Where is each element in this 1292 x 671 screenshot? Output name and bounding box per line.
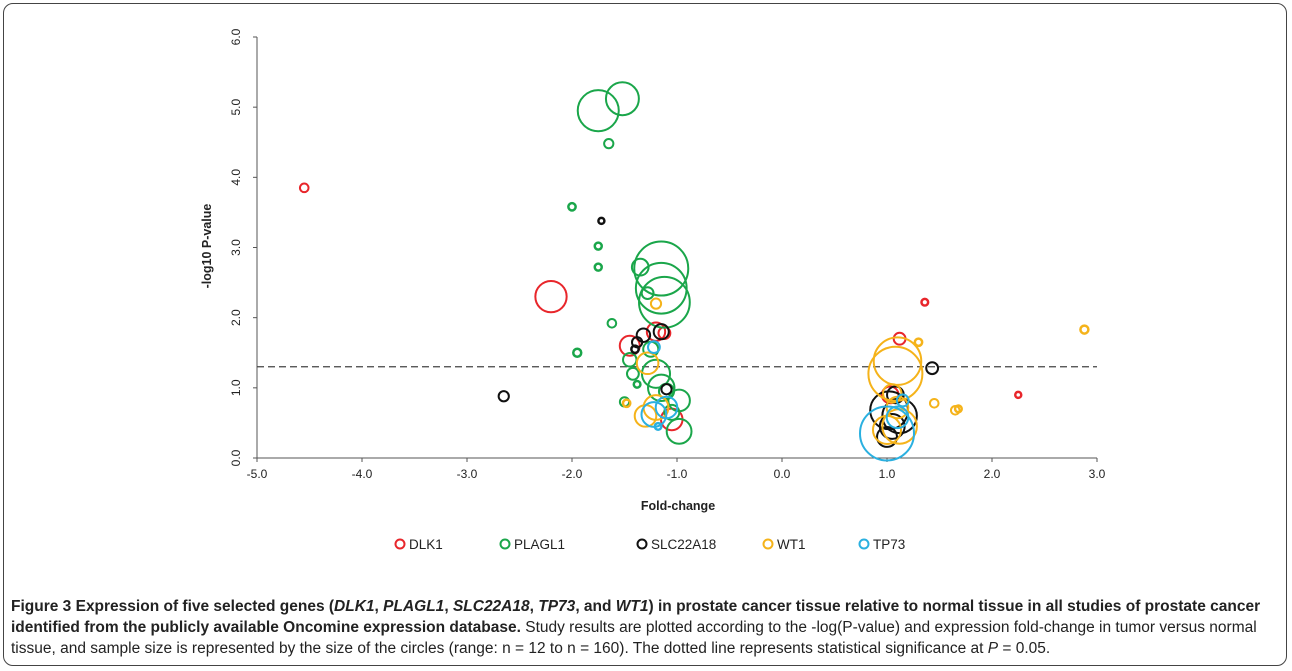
data-point <box>667 388 691 413</box>
data-point <box>642 340 660 358</box>
x-tick-label: -4.0 <box>352 467 373 481</box>
series-plagl1 <box>567 81 693 445</box>
data-point <box>882 383 903 404</box>
caption-title-part: , <box>444 598 453 615</box>
data-point <box>630 344 640 355</box>
legend-marker <box>636 538 648 550</box>
caption-gene: SLC22A18 <box>452 598 530 615</box>
y-axis-label: -log10 P-value <box>200 204 214 289</box>
data-point <box>649 297 663 310</box>
series-wt1 <box>621 297 1090 445</box>
legend-label: WT1 <box>777 537 806 552</box>
data-point <box>895 393 910 408</box>
data-point <box>653 421 663 431</box>
data-point <box>859 405 915 462</box>
series-slc22a18 <box>497 216 940 448</box>
data-point <box>640 358 672 389</box>
x-tick-label: -1.0 <box>667 467 688 481</box>
data-point <box>885 405 910 430</box>
caption-title-part: Expression of five selected genes ( <box>71 598 335 615</box>
caption-title-part: , <box>374 598 384 615</box>
figure-caption: Figure 3 Expression of five selected gen… <box>11 596 1283 659</box>
data-point <box>646 340 661 355</box>
caption-title-part: , <box>529 598 539 615</box>
caption-gene: WT1 <box>615 598 649 615</box>
data-point <box>633 240 690 297</box>
data-point <box>867 345 924 402</box>
legend-marker <box>858 538 870 550</box>
x-tick-label: 3.0 <box>1089 467 1106 481</box>
data-point <box>621 398 632 409</box>
caption-figure-label: Figure 3 <box>11 598 72 615</box>
y-tick-label: 5.0 <box>229 99 243 116</box>
bubble-chart: -5.0 -4.0 -3.0 -2.0 -1.0 0.0 1.0 2.0 3.0 0.0 1.0 2.… <box>200 28 1106 552</box>
chart-axes: -5.0 -4.0 -3.0 -2.0 -1.0 0.0 1.0 2.0 3.0 0.0 1.0 2.… <box>229 28 1106 481</box>
data-point <box>665 417 693 445</box>
data-point <box>652 323 670 341</box>
data-point <box>913 337 924 348</box>
chart-legend: DLK1 PLAGL1 SLC22A18 WT1 TP73 <box>394 537 905 552</box>
data-point <box>953 404 963 414</box>
legend-label: DLK1 <box>409 537 443 552</box>
legend-label: SLC22A18 <box>651 537 716 552</box>
data-point <box>534 279 568 314</box>
y-tick-label: 3.0 <box>229 239 243 256</box>
y-tick-label: 2.0 <box>229 309 243 326</box>
data-point <box>876 425 898 448</box>
legend-label: PLAGL1 <box>514 537 565 552</box>
data-point <box>572 347 583 358</box>
caption-gene: TP73 <box>538 598 576 615</box>
data-point <box>638 275 691 329</box>
series-tp73 <box>640 340 915 462</box>
data-point <box>576 89 620 133</box>
x-tick-label: 2.0 <box>984 467 1001 481</box>
x-axis-label: Fold-change <box>641 499 715 513</box>
data-point <box>298 182 310 194</box>
caption-title-part: ) in prostate cancer tissue relative to … <box>11 598 1261 636</box>
data-point <box>593 262 603 272</box>
data-point <box>1079 324 1090 335</box>
caption-title-part: , and <box>575 598 616 615</box>
y-tick-label: 0.0 <box>229 449 243 466</box>
data-point <box>497 390 510 403</box>
figure-frame <box>3 3 1287 666</box>
caption-body: Study results are plotted according to t… <box>11 619 1257 657</box>
data-point <box>604 81 640 117</box>
data-point <box>632 379 642 389</box>
data-point <box>663 403 681 421</box>
caption-gene: DLK1 <box>334 598 375 615</box>
y-tick-label: 6.0 <box>229 28 243 45</box>
x-tick-label: -5.0 <box>247 467 268 481</box>
y-tick-label: 4.0 <box>229 169 243 186</box>
y-tick-label: 1.0 <box>229 379 243 396</box>
data-point <box>920 297 930 307</box>
legend-marker <box>499 538 511 550</box>
data-point <box>925 361 940 376</box>
legend-marker <box>762 538 774 550</box>
caption-p-symbol: P <box>987 640 999 657</box>
data-point <box>928 397 940 409</box>
data-point <box>635 327 652 343</box>
x-tick-label: -2.0 <box>562 467 583 481</box>
data-point <box>635 351 660 376</box>
caption-gene: PLAGL1 <box>383 598 445 615</box>
data-point <box>597 216 606 226</box>
data-point <box>640 286 655 301</box>
legend-label: TP73 <box>873 537 905 552</box>
data-point <box>1014 390 1023 400</box>
data-point <box>567 201 577 212</box>
data-point <box>660 383 673 396</box>
chart-bubbles <box>298 81 1090 462</box>
legend-marker <box>394 538 406 550</box>
x-tick-label: 0.0 <box>774 467 791 481</box>
data-point <box>603 138 615 150</box>
data-point <box>606 317 618 329</box>
data-point <box>647 373 676 403</box>
x-tick-label: -3.0 <box>457 467 478 481</box>
data-point <box>625 366 640 381</box>
x-tick-label: 1.0 <box>879 467 896 481</box>
data-point <box>593 241 603 251</box>
caption-body-end: = 0.05. <box>998 640 1051 657</box>
